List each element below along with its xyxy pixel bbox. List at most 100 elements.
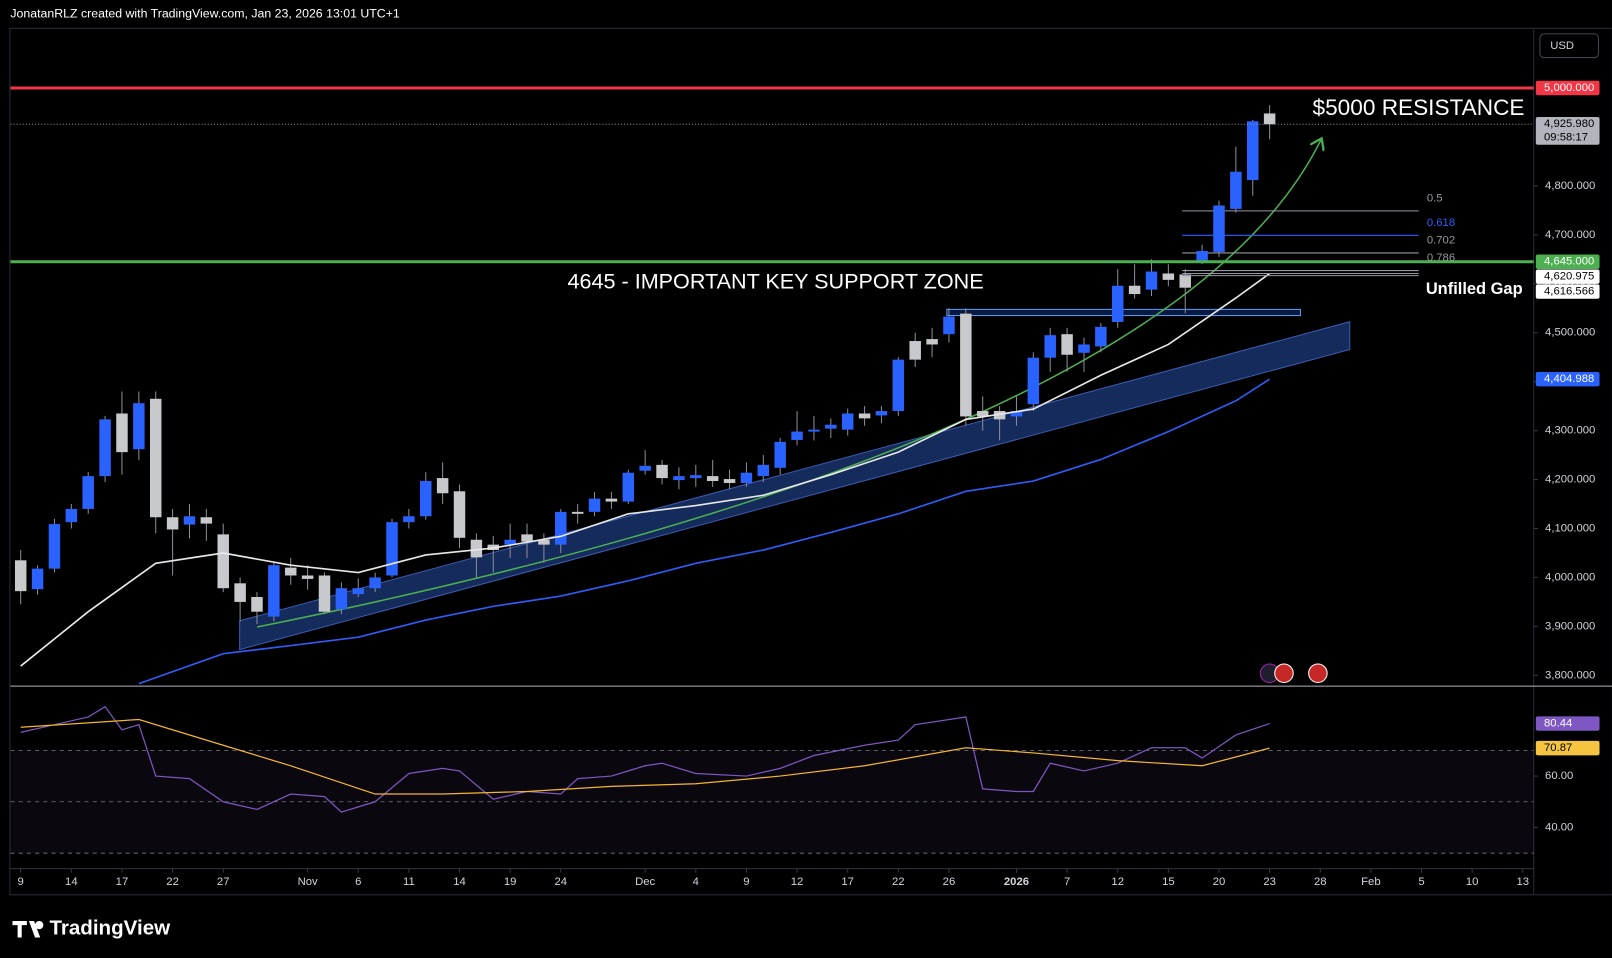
x-tick-label: Feb	[1361, 876, 1380, 888]
event-icons	[1259, 663, 1328, 684]
candle-body	[251, 597, 263, 612]
event-icon[interactable]	[1308, 663, 1328, 684]
axes: 9 14 17 22 27 Nov 6 11 14 19 24 Dec 4 9 12 17 22 26 2026 7 1…	[18, 80, 1600, 888]
candle-body	[639, 465, 651, 471]
price-label-bg	[1535, 740, 1600, 756]
candle-body	[740, 472, 753, 483]
x-tick-label: 6	[355, 876, 361, 888]
y-tick-label: 4,300.000	[1545, 425, 1595, 437]
x-tick-label: 2026	[1004, 876, 1029, 888]
candle-body	[1095, 326, 1107, 347]
y-tick-label: 40.00	[1545, 821, 1573, 833]
credit: JonatanRLZ created with TradingView.com,…	[10, 7, 400, 21]
candle-body	[436, 478, 449, 494]
y-tick-label: 4,000.000	[1545, 571, 1595, 583]
candle-body	[234, 583, 246, 602]
annotation-resistance: $5000 RESISTANCE	[1313, 95, 1525, 120]
rsi-pane	[10, 705, 1534, 854]
x-tick-label: 24	[554, 876, 567, 888]
candle-body	[1044, 335, 1056, 358]
x-tick-label: 9	[743, 876, 749, 888]
x-tick-label: 20	[1213, 876, 1226, 888]
price-label: 5,000.000	[1544, 82, 1594, 94]
candle-body	[960, 313, 972, 417]
last-price-label: 4,925.980	[1544, 118, 1594, 130]
fib-label: 0.618	[1427, 217, 1455, 229]
x-tick-label: 5	[1418, 876, 1424, 888]
price-label: 4,616.566	[1544, 286, 1594, 298]
candle-body	[1027, 357, 1040, 405]
candle-body	[841, 413, 854, 430]
candle-body	[1128, 285, 1141, 295]
candle-body	[470, 539, 483, 558]
candle-body	[133, 403, 145, 450]
candle-body	[453, 491, 466, 538]
y-tick-label: 4,700.000	[1545, 229, 1595, 241]
candle-body	[65, 508, 78, 523]
x-tick-label: 13	[1516, 876, 1529, 888]
price-label: 4,645.000	[1544, 256, 1594, 268]
candle-body	[858, 413, 871, 419]
candle-body	[825, 424, 837, 429]
candle-body	[791, 431, 803, 440]
x-tick-label: Dec	[635, 876, 655, 888]
x-tick-label: 14	[65, 876, 78, 888]
x-tick-label: 19	[504, 876, 517, 888]
logo-mark	[12, 920, 44, 938]
x-tick-label: 17	[841, 876, 854, 888]
candle-body	[318, 575, 331, 612]
y-tick-label: 4,800.000	[1545, 180, 1595, 192]
x-tick-label: 9	[18, 876, 24, 888]
candle-body	[268, 565, 280, 617]
candle-body	[909, 341, 921, 360]
y-tick-label: 3,900.000	[1545, 620, 1595, 632]
candle-body	[555, 511, 567, 545]
indicator-line	[20, 272, 1271, 667]
event-icon[interactable]	[1274, 663, 1294, 684]
candle-body	[31, 568, 44, 590]
candle-body	[14, 560, 27, 592]
x-tick-label: 14	[453, 876, 466, 888]
annotation-support: 4645 - IMPORTANT KEY SUPPORT ZONE	[568, 268, 984, 293]
currency[interactable]: USD	[1550, 40, 1574, 52]
candle-body	[116, 413, 128, 453]
candle-body	[1078, 344, 1090, 353]
candle-body	[1247, 121, 1259, 181]
candle-body	[993, 411, 1006, 420]
price-label-bg	[1535, 269, 1600, 284]
x-tick-label: 22	[166, 876, 179, 888]
price-label-bg	[1535, 716, 1600, 731]
candle-body	[656, 464, 668, 479]
candle-body	[1145, 271, 1158, 290]
y-tick-label: 3,800.000	[1545, 669, 1595, 681]
candle-body	[1263, 113, 1276, 125]
y-tick-label: 4,500.000	[1545, 327, 1595, 339]
candle-body	[1196, 250, 1208, 262]
price-label: 4,620.975	[1544, 271, 1594, 283]
candle-body	[217, 534, 229, 589]
candle-body	[183, 516, 196, 525]
candle-body	[420, 481, 432, 517]
x-tick-label: 4	[693, 876, 699, 888]
candle-body	[622, 472, 635, 502]
fib-label: 0.5	[1427, 193, 1443, 205]
price-label-bg	[1535, 284, 1600, 299]
x-tick-label: 28	[1314, 876, 1327, 888]
price-label-bg	[1535, 372, 1600, 387]
x-tick-label: 27	[217, 876, 230, 888]
candle-body	[1010, 411, 1023, 417]
candle-body	[706, 476, 719, 482]
price-label: 4,404.988	[1544, 373, 1594, 385]
candle-body	[943, 316, 955, 335]
candle-body	[673, 476, 685, 481]
x-tick-label: 10	[1466, 876, 1479, 888]
x-tick-label: 26	[943, 876, 956, 888]
indicator-line	[20, 705, 1270, 813]
candle-body	[926, 339, 938, 345]
y-tick-label: 4,200.000	[1545, 474, 1595, 486]
currency-button[interactable]	[1539, 33, 1600, 59]
countdown: 09:58:17	[1544, 132, 1588, 144]
candle-body	[504, 539, 516, 545]
